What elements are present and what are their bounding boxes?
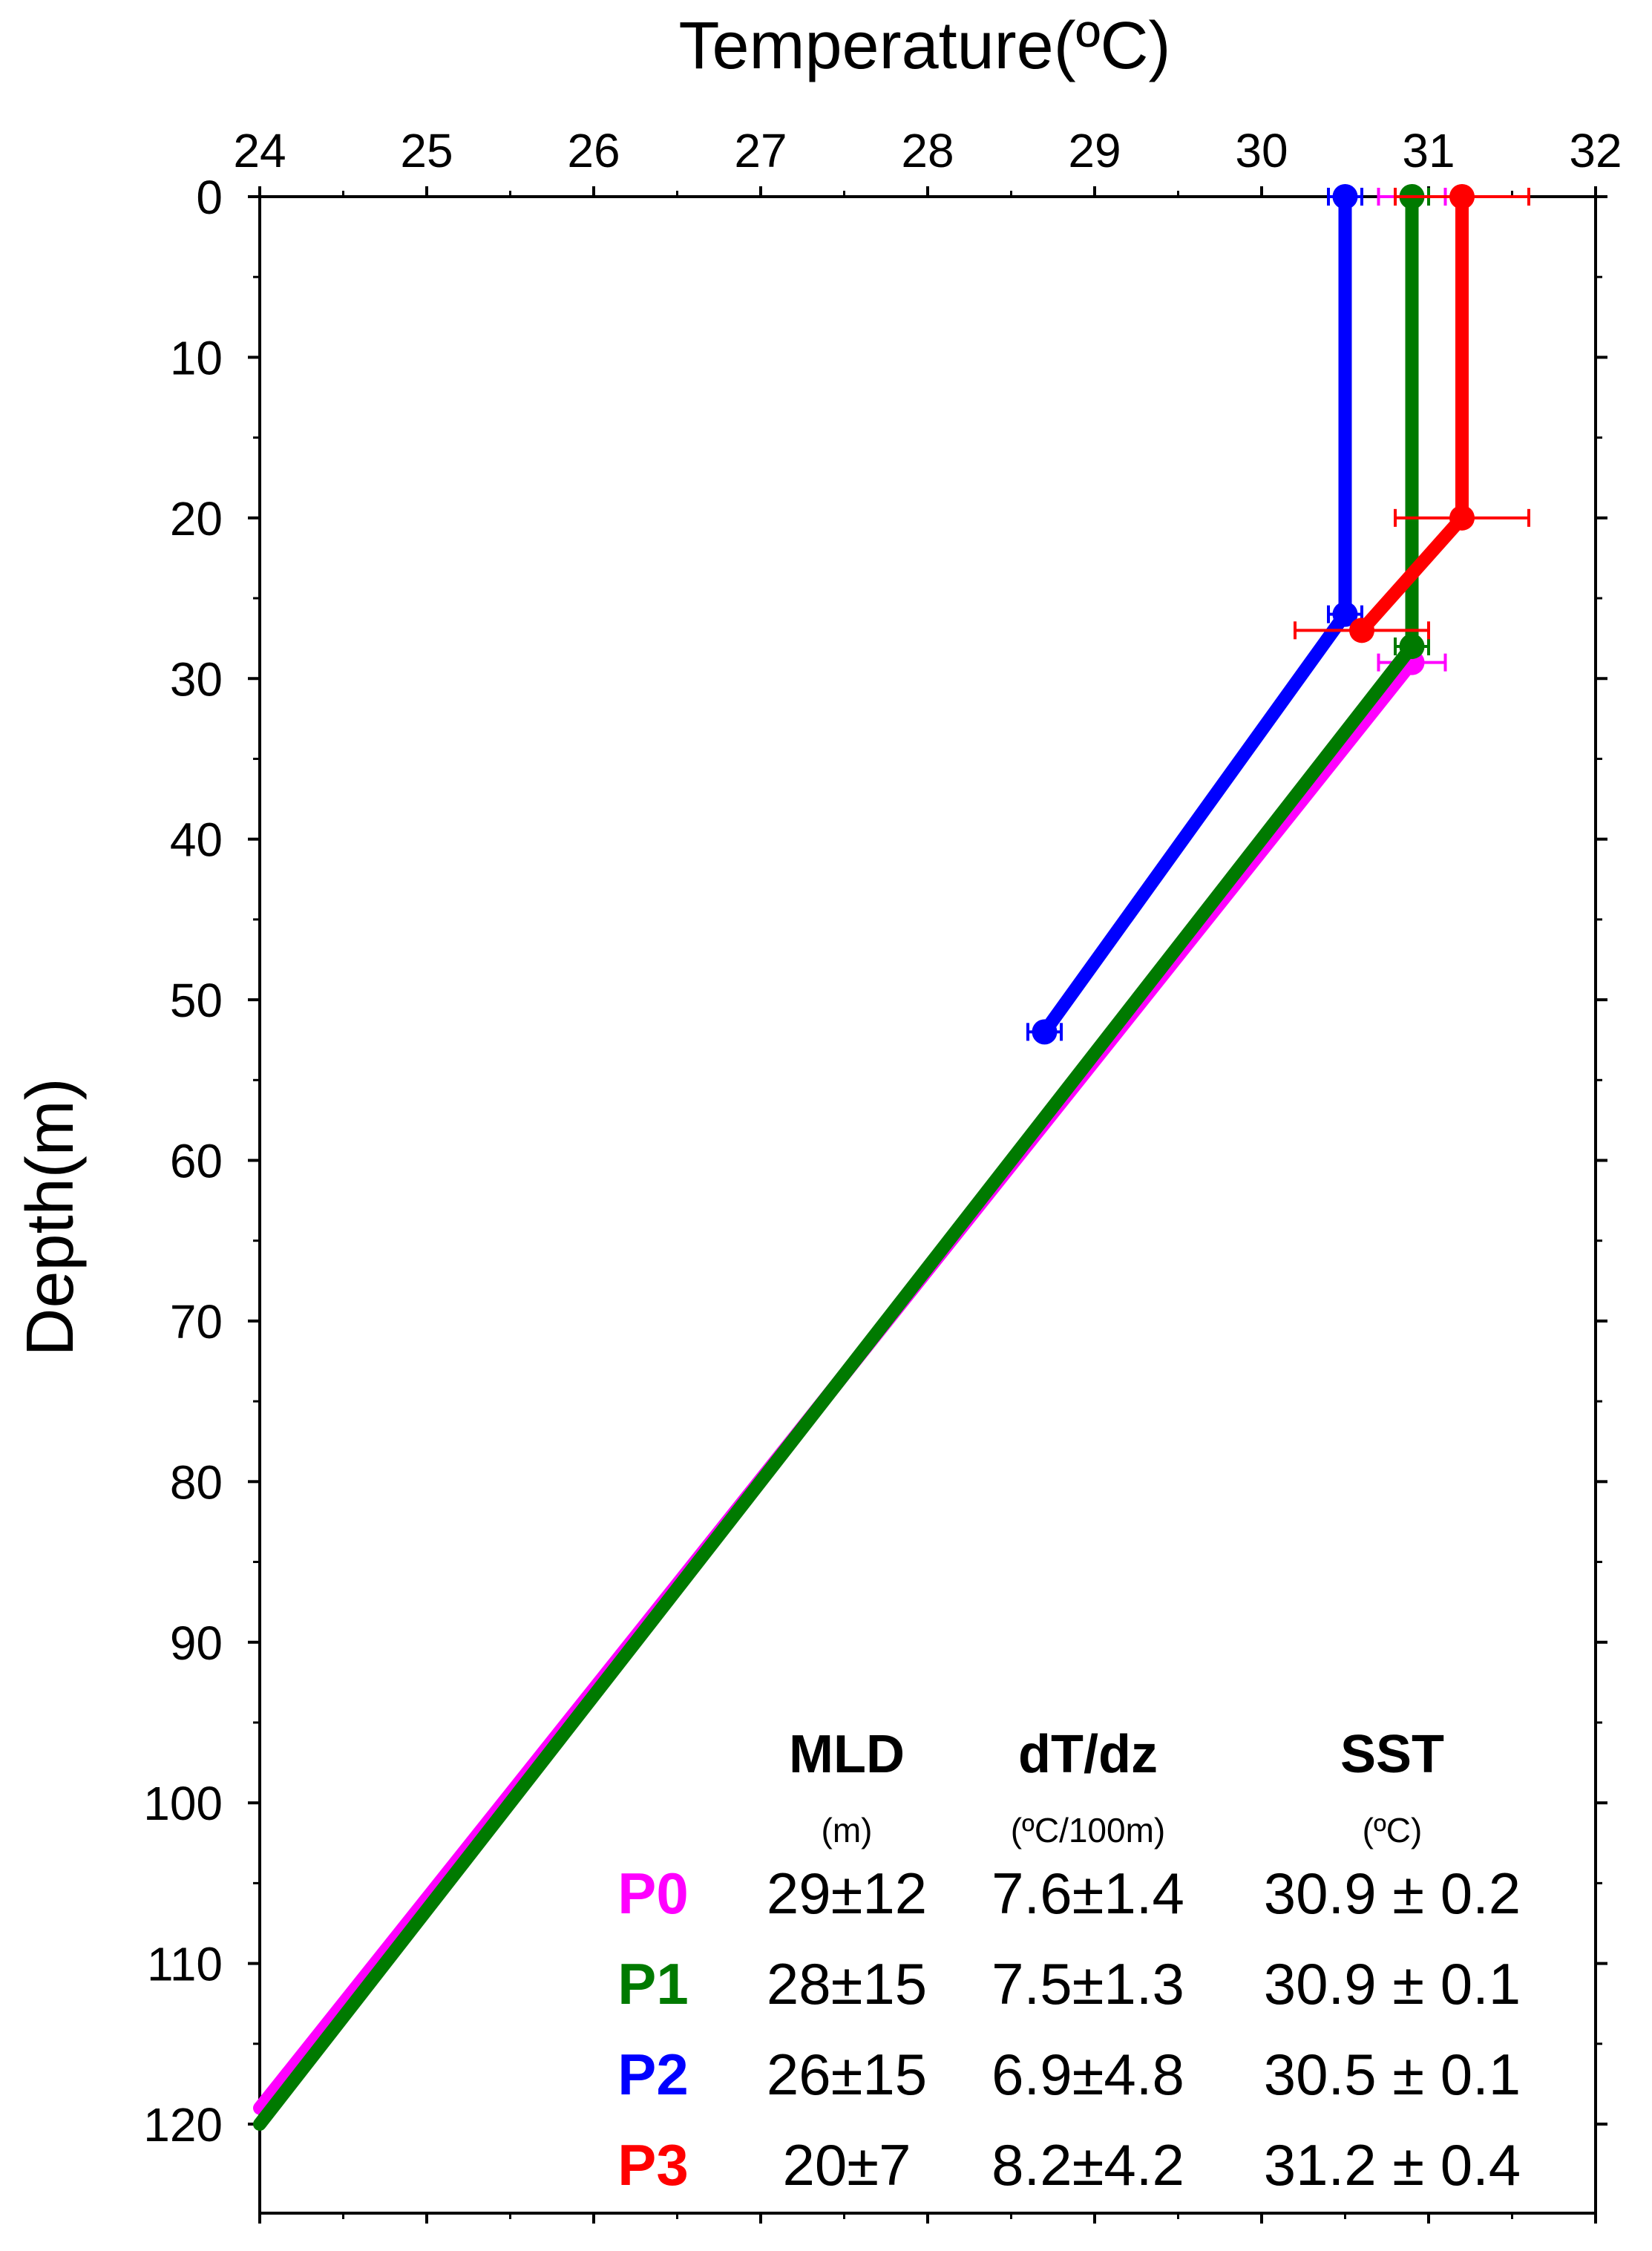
table-cell-sst: 30.9 ± 0.2	[1264, 1861, 1521, 1926]
table-row-label: P1	[617, 1951, 688, 2016]
data-point	[1332, 601, 1358, 627]
table-row-label: P3	[617, 2132, 688, 2198]
data-point	[1399, 633, 1425, 659]
table-cell-dtdz: 7.6±1.4	[991, 1861, 1184, 1926]
x-tick-label: 24	[233, 124, 286, 177]
x-tick-label: 32	[1569, 124, 1622, 177]
x-tick-label: 30	[1235, 124, 1288, 177]
y-tick-label: 10	[170, 331, 223, 384]
x-tick-label: 29	[1068, 124, 1121, 177]
table-header-sst: SST	[1340, 1725, 1444, 1784]
data-point	[1332, 184, 1358, 209]
table-row-p3: P3 20±7 8.2±4.2 31.2 ± 0.4	[617, 2132, 1521, 2198]
table-cell-mld: 26±15	[767, 2042, 927, 2107]
x-tick-label: 31	[1402, 124, 1455, 177]
table-row-p1: P1 28±15 7.5±1.3 30.9 ± 0.1	[617, 1951, 1521, 2016]
x-tick-label: 28	[901, 124, 954, 177]
table-cell-dtdz: 8.2±4.2	[991, 2132, 1184, 2198]
table-row-label: P0	[617, 1861, 688, 1926]
x-tick-label: 26	[567, 124, 620, 177]
y-axis: 0 10 20 30 40 50 60 70 80 90 100 110 120	[143, 171, 1607, 2152]
y-tick-label: 70	[170, 1295, 223, 1349]
series-p1	[253, 184, 1430, 2131]
x-tick-label: 25	[400, 124, 453, 177]
stats-table: MLD dT/dz SST (m) (ºC/100m) (ºC) P0 29±1…	[617, 1725, 1521, 2198]
y-tick-label: 100	[143, 1777, 223, 1830]
table-cell-mld: 29±12	[767, 1861, 927, 1926]
table-cell-sst: 31.2 ± 0.4	[1264, 2132, 1521, 2198]
data-point	[1449, 184, 1475, 209]
y-tick-label: 30	[170, 652, 223, 706]
table-cell-dtdz: 7.5±1.3	[991, 1951, 1184, 2016]
table-cell-mld: 20±7	[783, 2132, 911, 2198]
y-tick-label: 0	[196, 171, 223, 224]
x-axis: 24 25 26 27 28 29 30 31 32	[233, 124, 1622, 2224]
y-tick-label: 110	[147, 1938, 223, 1991]
table-unit-dtdz: (ºC/100m)	[1011, 1811, 1166, 1849]
table-row-p2: P2 26±15 6.9±4.8 30.5 ± 0.1	[617, 2042, 1521, 2107]
table-row-label: P2	[617, 2042, 688, 2107]
y-tick-label: 50	[170, 974, 223, 1027]
x-tick-label: 27	[734, 124, 787, 177]
table-cell-mld: 28±15	[767, 1951, 927, 2016]
table-row-p0: P0 29±12 7.6±1.4 30.9 ± 0.2	[617, 1861, 1521, 1926]
series-p3	[1294, 184, 1530, 643]
table-cell-sst: 30.9 ± 0.1	[1264, 1951, 1521, 2016]
y-tick-label: 120	[143, 2098, 223, 2152]
table-unit-sst: (ºC)	[1363, 1811, 1423, 1849]
data-point	[1032, 1019, 1058, 1045]
y-axis-title: Depth(m)	[13, 1078, 88, 1356]
y-tick-label: 40	[170, 813, 223, 867]
table-cell-dtdz: 6.9±4.8	[991, 2042, 1184, 2107]
data-point	[1449, 505, 1475, 531]
table-unit-mld: (m)	[822, 1811, 873, 1849]
series-p2	[1026, 184, 1363, 1045]
y-tick-label: 80	[170, 1455, 223, 1509]
data-point	[1349, 617, 1374, 643]
table-cell-sst: 30.5 ± 0.1	[1264, 2042, 1521, 2107]
y-tick-label: 20	[170, 492, 223, 545]
series-layer	[253, 184, 1530, 2131]
x-axis-title: Temperature(ºC)	[678, 9, 1170, 83]
y-tick-label: 90	[170, 1616, 223, 1670]
table-header-mld: MLD	[789, 1725, 905, 1784]
y-tick-label: 60	[170, 1135, 223, 1188]
table-header-dtdz: dT/dz	[1018, 1725, 1158, 1784]
